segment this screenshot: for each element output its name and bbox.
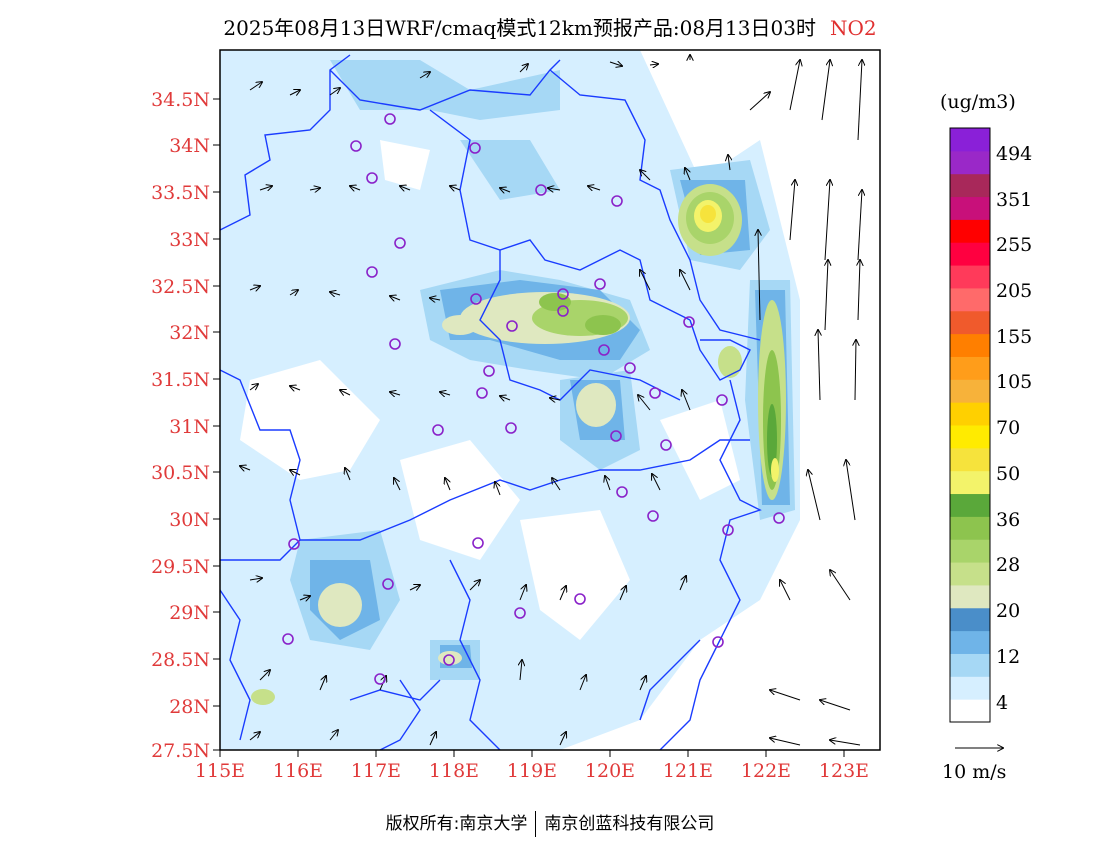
legend-swatch (950, 584, 990, 609)
map-frame (219, 49, 881, 751)
lat-label: 32.5N (151, 276, 210, 298)
lat-label: 31N (169, 416, 210, 438)
lon-label: 119E (507, 760, 557, 782)
legend-swatch (950, 653, 990, 677)
footer-divider (535, 811, 537, 837)
lat-label: 34N (169, 135, 210, 157)
legend-label: 105 (996, 371, 1032, 393)
legend-label: 155 (996, 326, 1032, 348)
title-main: 2025年08月13日WRF/cmaq模式12km预报产品:08月13日03时 (223, 16, 816, 40)
lat-label: 30.5N (151, 462, 210, 484)
lon-label: 120E (585, 760, 635, 782)
legend-swatch (950, 516, 990, 540)
lat-label: 33N (169, 229, 210, 251)
legend-swatch (950, 425, 990, 449)
legend-label: 4 (996, 692, 1008, 714)
legend-label: 50 (996, 463, 1020, 485)
legend-swatch (950, 493, 990, 517)
legend-swatch (950, 379, 990, 403)
legend-swatch (950, 265, 990, 289)
lat-label: 28N (169, 696, 210, 718)
legend-swatch (950, 699, 990, 723)
legend-swatch (950, 607, 990, 632)
legend-swatch (950, 356, 990, 380)
monitoring-stations (282, 113, 785, 685)
lon-label: 117E (351, 760, 401, 782)
legend-label: 28 (996, 554, 1020, 576)
lat-label: 32N (169, 322, 210, 344)
latitude-axis: 34.5N 34N 33.5N 33N 32.5N 32N 31.5N 31N … (151, 89, 220, 762)
lon-label: 115E (195, 760, 245, 782)
legend-swatch (950, 470, 990, 495)
legend-swatch (950, 630, 990, 654)
legend-label: 12 (996, 646, 1020, 668)
legend-label: 351 (996, 189, 1032, 211)
province-boundaries (220, 54, 762, 750)
legend-label: 36 (996, 509, 1020, 531)
legend-swatch (950, 333, 990, 357)
concentration-field (220, 50, 880, 750)
chart-title: 2025年08月13日WRF/cmaq模式12km预报产品:08月13日03时 N… (0, 12, 1100, 41)
lon-label: 123E (819, 760, 869, 782)
legend-swatch (950, 173, 990, 198)
legend-swatch (950, 539, 990, 563)
copyright-owner: 版权所有:南京大学 (385, 814, 528, 834)
legend-swatch (950, 150, 990, 175)
wind-vectors (240, 55, 862, 746)
lon-label: 118E (429, 760, 479, 782)
lon-label: 122E (741, 760, 791, 782)
legend-label: 70 (996, 417, 1020, 439)
lat-label: 29N (169, 602, 210, 624)
color-legend: (ug/m3) 4943512552051551057050362820124 … (940, 91, 1032, 783)
legend-swatches (950, 128, 990, 723)
legend-swatch (950, 219, 990, 243)
title-pollutant: NO2 (829, 16, 877, 40)
legend-swatch (950, 676, 990, 700)
lat-label: 33.5N (151, 182, 210, 204)
legend-label: 205 (996, 280, 1032, 302)
legend-label: 494 (996, 143, 1032, 165)
legend-unit: (ug/m3) (940, 91, 1016, 113)
legend-swatch (950, 287, 990, 312)
lon-label: 121E (663, 760, 713, 782)
lat-label: 34.5N (151, 89, 210, 111)
copyright-footer: 版权所有:南京大学 南京创蓝科技有限公司 (0, 809, 1100, 837)
legend-swatch (950, 447, 990, 472)
legend-swatch (950, 402, 990, 426)
legend-label: 20 (996, 600, 1020, 622)
legend-swatch (950, 196, 990, 220)
longitude-axis: 115E 116E 117E 118E 119E 120E 121E 122E … (195, 750, 869, 782)
copyright-partner: 南京创蓝科技有限公司 (544, 814, 715, 834)
lon-label: 116E (273, 760, 323, 782)
lat-label: 31.5N (151, 369, 210, 391)
lat-label: 28.5N (151, 649, 210, 671)
legend-swatch (950, 242, 990, 266)
legend-swatch (950, 128, 990, 152)
legend-label: 255 (996, 234, 1032, 256)
lat-label: 27.5N (151, 740, 210, 762)
legend-swatch (950, 310, 990, 335)
lat-label: 30N (169, 509, 210, 531)
wind-reference-label: 10 m/s (942, 761, 1006, 783)
legend-swatch (950, 562, 990, 586)
lat-label: 29.5N (151, 556, 210, 578)
